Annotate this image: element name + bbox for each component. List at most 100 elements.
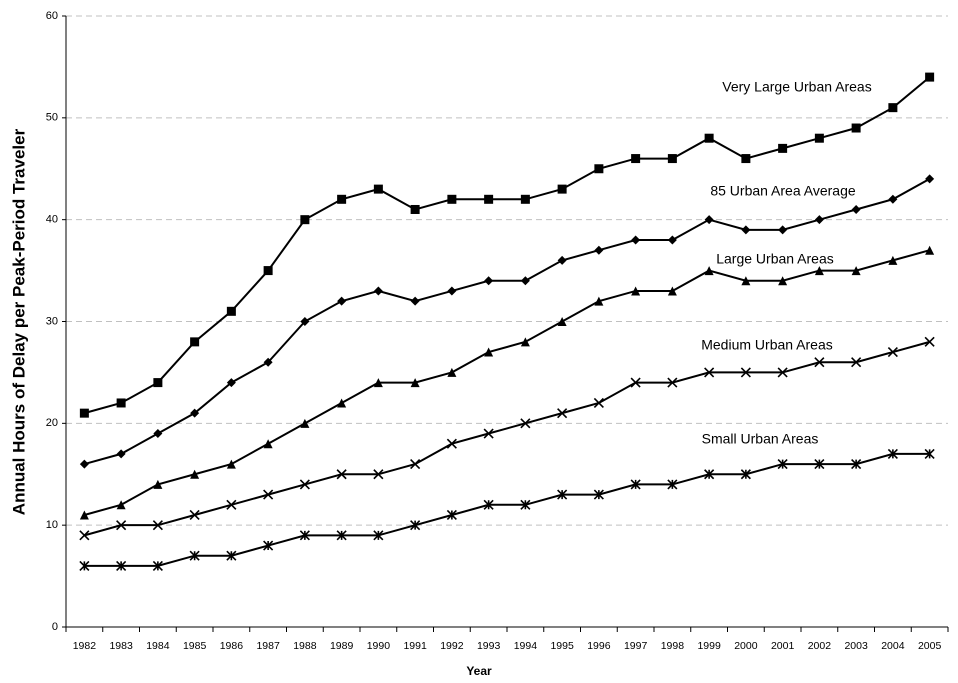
marker [740,469,751,480]
marker [190,337,200,347]
marker [410,378,420,388]
marker [851,459,862,470]
marker [152,560,163,571]
marker [851,266,861,276]
x-tick-label: 1992 [440,640,464,652]
marker [79,530,90,541]
marker [226,378,236,388]
y-axis-title: Annual Hours of Delay per Peak-Period Tr… [9,128,28,515]
marker [888,255,898,265]
marker [557,489,568,500]
series-label: Very Large Urban Areas [722,79,871,95]
marker [630,377,641,388]
marker [299,479,310,490]
marker [741,225,751,235]
x-tick-label: 2002 [808,640,832,652]
x-tick-label: 1984 [146,640,170,652]
marker [520,499,531,510]
x-tick-label: 1994 [514,640,538,652]
series-label: Small Urban Areas [702,431,819,447]
marker [226,499,237,510]
y-tick-label: 20 [46,417,58,429]
marker [557,408,568,419]
marker [925,72,935,82]
marker [410,459,421,470]
marker [888,194,898,204]
x-tick-label: 1988 [293,640,317,652]
marker [924,336,935,347]
marker [189,550,200,561]
marker [888,103,898,113]
marker [741,154,751,164]
marker [153,378,163,388]
marker [263,540,274,551]
marker [336,469,347,480]
y-tick-label: 10 [46,519,58,531]
marker [593,489,604,500]
marker [263,266,273,276]
marker [814,215,824,225]
series-line [84,340,930,537]
marker [373,184,383,194]
x-tick-label: 2001 [771,640,795,652]
y-tick-label: 40 [46,214,58,226]
marker [631,154,641,164]
marker [594,296,604,306]
marker [778,143,788,153]
series-line [84,76,931,415]
x-tick-label: 1987 [256,640,280,652]
marker [79,408,89,418]
marker [887,448,898,459]
marker [704,133,714,143]
marker [814,266,824,276]
marker [814,459,825,470]
marker [851,357,862,368]
marker [263,489,274,500]
marker [520,194,530,204]
marker [483,499,494,510]
y-tick-label: 30 [46,315,58,327]
marker [484,276,494,286]
marker [741,276,751,286]
marker [447,286,457,296]
x-tick-label: 1985 [183,640,207,652]
marker [226,306,236,316]
marker [373,378,383,388]
marker [740,367,751,378]
marker [336,530,347,541]
series-label: Medium Urban Areas [701,337,833,353]
marker [446,509,457,521]
marker [851,204,861,214]
x-tick-label: 1989 [330,640,354,652]
marker [153,479,163,489]
marker [116,560,127,571]
marker [630,479,641,490]
marker [925,245,935,255]
marker [373,286,383,296]
marker [924,448,935,459]
marker [79,510,89,520]
x-tick-label: 1996 [587,640,611,652]
x-tick-label: 2000 [734,640,758,652]
marker [887,346,898,358]
marker [851,123,861,133]
marker [299,530,310,541]
marker [116,449,126,459]
marker [116,398,126,408]
marker [593,397,604,409]
y-tick-label: 0 [52,621,58,633]
marker [484,194,494,204]
marker [667,377,678,388]
marker [263,439,273,449]
marker [704,367,715,378]
x-tick-label: 1993 [477,640,501,652]
marker [667,479,678,490]
marker [483,428,494,439]
x-tick-label: 1999 [697,640,721,652]
x-tick-label: 1983 [109,640,133,652]
y-tick-label: 50 [46,112,58,124]
x-tick-label: 1982 [73,640,97,652]
marker [557,317,567,326]
marker [777,367,788,378]
